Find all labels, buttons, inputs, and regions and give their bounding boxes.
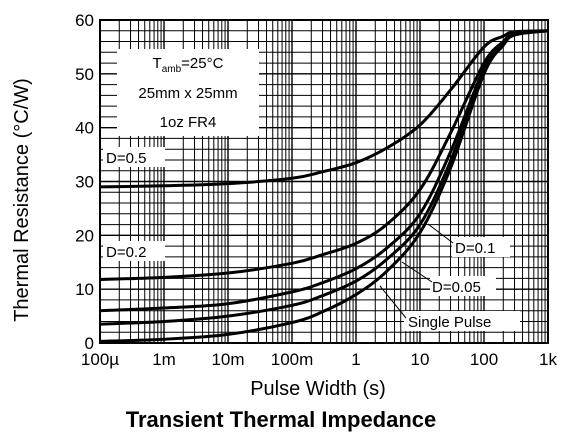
x-tick-label: 1m <box>152 350 176 369</box>
series-line-4 <box>99 29 549 343</box>
label-d02: D=0.2 <box>106 244 146 261</box>
x-tick-label: 1 <box>351 350 360 369</box>
series-labels: D=0.5 D=0.2 D=0.1 D=0.05 Single Pulse <box>103 147 520 331</box>
y-tick-label: 20 <box>75 226 94 245</box>
y-tick-label: 40 <box>75 119 94 138</box>
x-axis-label: Pulse Width (s) <box>250 378 386 400</box>
x-tick-label: 100m <box>271 350 314 369</box>
label-d01: D=0.1 <box>455 240 495 257</box>
annotation-line2: 25mm x 25mm <box>138 85 237 102</box>
annotation-line1: Tamb=25°C <box>153 55 224 75</box>
y-tick-label: 30 <box>75 173 94 192</box>
label-d05: D=0.5 <box>106 150 146 167</box>
y-axis-label: Thermal Resistance (°C/W) <box>11 78 33 322</box>
label-single-pulse: Single Pulse <box>408 314 491 331</box>
tick-labels: 100µ 1m 10m 100m 1 10 100 1k 0 10 20 30 40 50 60 <box>75 11 557 369</box>
y-tick-label: 50 <box>75 65 94 84</box>
y-tick-label: 60 <box>75 11 94 30</box>
annotation-box: Tamb=25°C 25mm x 25mm 1oz FR4 <box>117 49 259 136</box>
label-d005: D=0.05 <box>432 279 481 296</box>
y-tick-label: 10 <box>75 280 94 299</box>
plot-frame <box>99 19 549 344</box>
x-tick-label: 100µ <box>81 350 119 369</box>
series-layer <box>99 29 549 343</box>
x-tick-label: 100 <box>470 350 498 369</box>
annotation-line3: 1oz FR4 <box>160 114 217 131</box>
chart-title: Transient Thermal Impedance <box>126 407 437 432</box>
x-tick-label: 10m <box>211 350 244 369</box>
series-line-0 <box>99 29 549 189</box>
y-tick-label: 0 <box>85 334 94 353</box>
x-tick-label: 10 <box>411 350 430 369</box>
x-tick-label: 1k <box>539 350 557 369</box>
